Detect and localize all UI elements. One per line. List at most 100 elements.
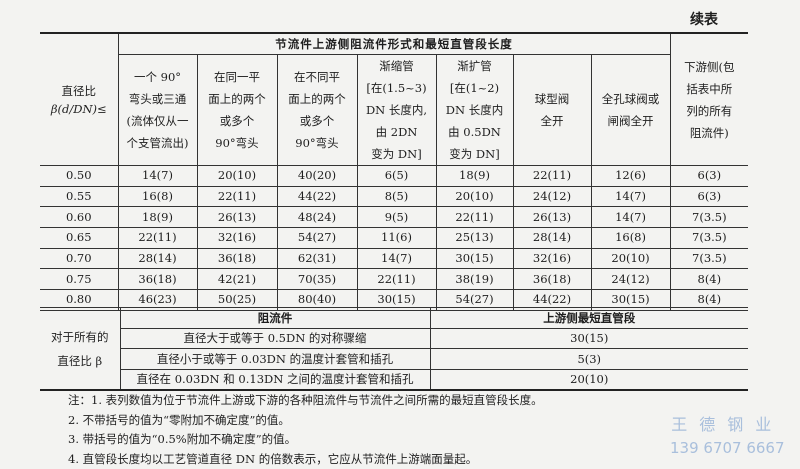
watermark-phone: 139 6707 6667: [670, 439, 785, 457]
beta-cell: 0.65: [40, 228, 118, 249]
length-value-cell: 6(5): [357, 166, 436, 187]
length-value-cell: 7(3.5): [670, 248, 748, 269]
beta-cell: 0.70: [40, 248, 118, 269]
downstream-header: 下游侧(包括表中所列的所有阻流件): [670, 33, 748, 166]
length-value-cell: 26(13): [197, 207, 277, 228]
beta-cell: 0.75: [40, 269, 118, 290]
length-value-cell: 9(5): [357, 207, 436, 228]
length-value-cell: 8(5): [357, 186, 436, 207]
header-line: 列的所有: [671, 100, 749, 122]
header-line: [在(1.5~3): [358, 77, 436, 99]
length-value-cell: 25(13): [436, 228, 513, 249]
all-ratio-label: 对于所有的 直径比 β: [40, 308, 120, 391]
length-value-cell: 26(13): [513, 207, 591, 228]
header-line: 在不同平: [278, 66, 357, 88]
length-value-cell: 14(7): [591, 207, 670, 228]
fitting-cell: 直径小于或等于 0.03DN 的温度计套管和插孔: [120, 349, 430, 370]
fitting-header: 阻流件: [120, 308, 430, 329]
header-line: 全孔球阀或: [592, 88, 670, 110]
length-value-cell: 22(11): [118, 228, 197, 249]
header-line: 变为 DN]: [437, 143, 513, 165]
header-line: 球型阀: [514, 88, 591, 110]
header-line: 闸阀全开: [592, 110, 670, 132]
length-value-cell: 6(3): [670, 186, 748, 207]
length-value-cell: 36(18): [513, 269, 591, 290]
note-3: 3. 带括号的值为“0.5%附加不确定度”的值。: [68, 430, 543, 450]
header-line: 阻流件): [671, 122, 749, 144]
notes: 注：1. 表列数值为位于节流件上游或下游的各种阻流件与节流件之间所需的最短直管段…: [68, 391, 543, 469]
length-value-cell: 24(12): [591, 269, 670, 290]
length-value-cell: 32(16): [197, 228, 277, 249]
length-value-cell: 6(3): [670, 166, 748, 187]
length-value-cell: 14(7): [357, 248, 436, 269]
all-ratio-table: 对于所有的 直径比 β 阻流件 上游侧最短直管段 直径大于或等于 0.5DN 的…: [40, 307, 748, 391]
length-value-cell: 70(35): [277, 269, 357, 290]
length-value-cell: 24(12): [513, 186, 591, 207]
fitting-cell: 直径大于或等于 0.5DN 的对称骤缩: [120, 328, 430, 349]
all-ratio-label-line2: 直径比 β: [40, 349, 120, 373]
note-2: 2. 不带括号的值为“零附加不确定度”的值。: [68, 411, 543, 431]
length-value-cell: 42(21): [197, 269, 277, 290]
header-line: 渐缩管: [358, 55, 436, 77]
header-line: 面上的两个: [198, 88, 277, 110]
header-line: 括表中所: [671, 78, 749, 100]
length-value-cell: 62(31): [277, 248, 357, 269]
ratio-symbol: β(d/DN)≤: [40, 100, 118, 118]
header-line: 变为 DN]: [358, 143, 436, 165]
length-value-cell: 36(18): [118, 269, 197, 290]
length-value-cell: 22(11): [436, 207, 513, 228]
length-value-cell: 12(6): [591, 166, 670, 187]
continued-label: 续表: [690, 9, 718, 29]
header-line: 90°弯头: [198, 132, 277, 154]
length-header: 上游侧最短直管段: [430, 308, 748, 329]
length-value-cell: 54(27): [277, 228, 357, 249]
all-ratio-label-line1: 对于所有的: [40, 325, 120, 349]
fitting-type-header: 一个 90°弯头或三通(流体仅从一个支管流出): [118, 55, 197, 166]
upstream-group-header: 节流件上游侧阻流件形式和最短直管段长度: [118, 33, 670, 55]
header-line: 在同一平: [198, 66, 277, 88]
header-line: 或多个: [198, 110, 277, 132]
header-line: DN 长度内,: [358, 99, 436, 121]
watermark-name: 王德钢业: [670, 411, 785, 435]
length-value-cell: 20(10): [591, 248, 670, 269]
header-line: 全开: [514, 110, 591, 132]
header-line: 90°弯头: [278, 132, 357, 154]
header-line: 一个 90°: [119, 66, 197, 88]
beta-cell: 0.60: [40, 207, 118, 228]
length-value-cell: 36(18): [197, 248, 277, 269]
length-cell: 5(3): [430, 349, 748, 370]
header-line: 或多个: [278, 110, 357, 132]
header-line: [在(1~2): [437, 77, 513, 99]
beta-cell: 0.50: [40, 166, 118, 187]
length-value-cell: 8(4): [670, 269, 748, 290]
ratio-label: 直径比: [40, 82, 118, 100]
length-value-cell: 16(8): [118, 186, 197, 207]
watermark: 王德钢业 139 6707 6667: [670, 411, 785, 457]
straight-length-table: 直径比 β(d/DN)≤ 节流件上游侧阻流件形式和最短直管段长度 下游侧(包括表…: [40, 32, 748, 311]
length-value-cell: 22(11): [357, 269, 436, 290]
fitting-cell: 直径在 0.03DN 和 0.13DN 之间的温度计套管和插孔: [120, 369, 430, 390]
length-value-cell: 20(10): [197, 166, 277, 187]
beta-cell: 0.55: [40, 186, 118, 207]
length-value-cell: 14(7): [118, 166, 197, 187]
length-value-cell: 22(11): [197, 186, 277, 207]
header-line: 个支管流出): [119, 132, 197, 154]
length-value-cell: 14(7): [591, 186, 670, 207]
length-value-cell: 40(20): [277, 166, 357, 187]
length-value-cell: 7(3.5): [670, 228, 748, 249]
length-value-cell: 48(24): [277, 207, 357, 228]
header-line: 下游侧(包: [671, 56, 749, 78]
length-value-cell: 20(10): [436, 186, 513, 207]
header-line: 渐扩管: [437, 55, 513, 77]
ratio-header: 直径比 β(d/DN)≤: [40, 33, 118, 166]
length-value-cell: 44(22): [277, 186, 357, 207]
